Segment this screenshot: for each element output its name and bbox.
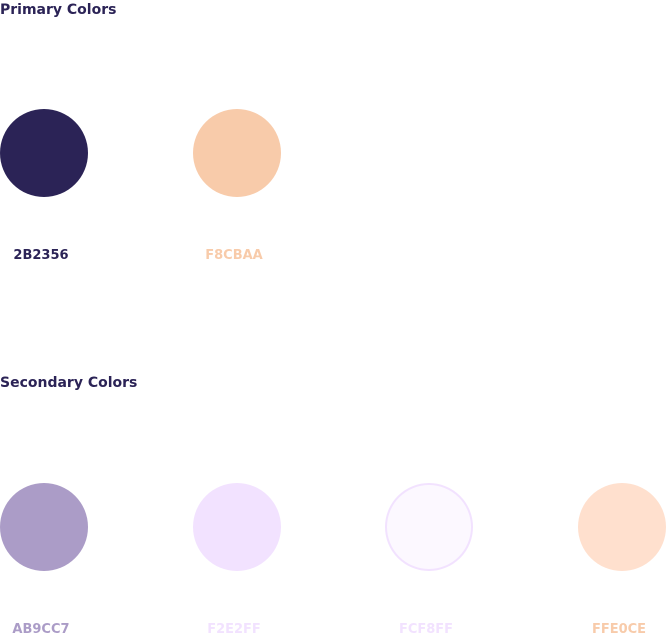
color-circle	[193, 109, 281, 197]
color-swatch-secondary-4: FFE0CE	[578, 483, 666, 637]
secondary-colors-heading: Secondary Colors	[0, 375, 138, 391]
primary-colors-heading: Primary Colors	[0, 2, 117, 18]
color-circle	[193, 483, 281, 571]
color-swatch-secondary-1: AB9CC7	[0, 483, 88, 637]
color-swatch-secondary-3: FCF8FF	[385, 483, 473, 637]
color-hex-label: AB9CC7	[12, 622, 70, 637]
color-hex-label: F8CBAA	[205, 248, 263, 263]
color-swatch-primary-2: F8CBAA	[193, 109, 281, 263]
color-hex-label: F2E2FF	[207, 622, 261, 637]
color-circle	[385, 483, 473, 571]
color-swatch-secondary-2: F2E2FF	[193, 483, 281, 637]
color-circle	[0, 483, 88, 571]
color-circle	[578, 483, 666, 571]
color-swatch-primary-1: 2B2356	[0, 109, 88, 263]
color-hex-label: 2B2356	[13, 248, 69, 263]
color-hex-label: FFE0CE	[591, 622, 647, 637]
color-hex-label: FCF8FF	[398, 622, 454, 637]
color-circle	[0, 109, 88, 197]
